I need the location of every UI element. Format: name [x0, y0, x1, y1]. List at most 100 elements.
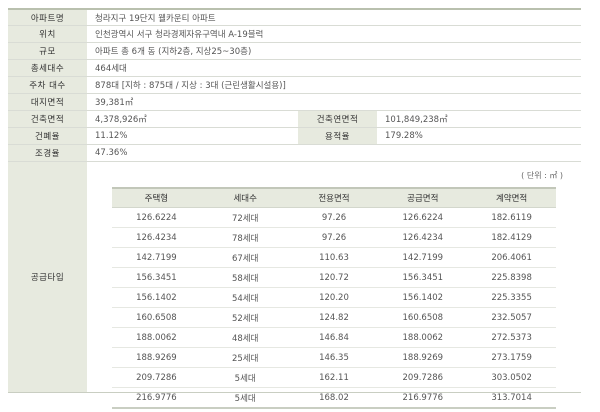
table-row: 216.9776 5세대 168.02 216.9776 313.7014: [112, 387, 556, 409]
cell-households: 25세대: [200, 347, 290, 368]
info-row-site-area: 대지면적 39,381㎡: [8, 93, 582, 111]
table-row: 156.3451 58세대 120.72 156.3451 225.8398: [112, 267, 556, 288]
cell-households: 52세대: [200, 307, 290, 328]
col-header-exclusive-area: 전용면적: [289, 187, 379, 208]
unit-note: ( 단위 : ㎡ ): [521, 171, 564, 180]
cell-exclusive-area: 110.63: [289, 247, 379, 268]
cell-supply-area: 126.4234: [378, 227, 468, 248]
cell-supply-area: 188.0062: [378, 327, 468, 348]
value-building-coverage: 11.12%: [87, 127, 298, 145]
cell-housing-type: 160.6508: [112, 307, 201, 328]
cell-housing-type: 126.4234: [112, 227, 201, 248]
col-header-households: 세대수: [200, 187, 290, 208]
cell-exclusive-area: 124.82: [289, 307, 379, 328]
cell-supply-area: 216.9776: [378, 387, 468, 409]
value-apartment-name: 청라지구 19단지 웰카운티 아파트: [87, 8, 582, 26]
value-building-area: 4,378,926㎡: [87, 110, 298, 128]
cell-housing-type: 142.7199: [112, 247, 201, 268]
cell-contract-area: 273.1759: [467, 347, 556, 368]
value-floor-area-ratio: 179.28%: [377, 127, 582, 145]
cell-housing-type: 126.6224: [112, 207, 201, 228]
cell-supply-area: 156.3451: [378, 267, 468, 288]
cell-exclusive-area: 168.02: [289, 387, 379, 409]
label-scale: 규모: [8, 42, 87, 60]
label-total-households: 총세대수: [8, 59, 87, 77]
cell-housing-type: 156.1402: [112, 287, 201, 308]
cell-supply-area: 160.6508: [378, 307, 468, 328]
cell-contract-area: 272.5373: [467, 327, 556, 348]
label-supply-type: 공급타입: [8, 161, 87, 393]
cell-households: 5세대: [200, 367, 290, 388]
cell-exclusive-area: 120.20: [289, 287, 379, 308]
table-row: 209.7286 5세대 162.11 209.7286 303.0502: [112, 367, 556, 388]
cell-housing-type: 209.7286: [112, 367, 201, 388]
cell-housing-type: 156.3451: [112, 267, 201, 288]
label-building-coverage: 건폐율: [8, 127, 87, 145]
table-row: 142.7199 67세대 110.63 142.7199 206.4061: [112, 247, 556, 268]
cell-contract-area: 313.7014: [467, 387, 556, 409]
cell-contract-area: 206.4061: [467, 247, 556, 268]
cell-contract-area: 182.4129: [467, 227, 556, 248]
cell-contract-area: 225.3355: [467, 287, 556, 308]
value-scale: 아파트 총 6개 동 (지하2층, 지상25~30층): [87, 42, 582, 60]
cell-exclusive-area: 162.11: [289, 367, 379, 388]
supply-type-container: ( 단위 : ㎡ ): [87, 162, 581, 392]
cell-households: 5세대: [200, 387, 290, 409]
col-header-housing-type: 주택형: [112, 187, 201, 208]
cell-exclusive-area: 97.26: [289, 227, 379, 248]
cell-households: 78세대: [200, 227, 290, 248]
cell-supply-area: 156.1402: [378, 287, 468, 308]
cell-housing-type: 188.0062: [112, 327, 201, 348]
label-apartment-name: 아파트명: [8, 8, 87, 26]
cell-contract-area: 232.5057: [467, 307, 556, 328]
cell-households: 54세대: [200, 287, 290, 308]
cell-contract-area: 303.0502: [467, 367, 556, 388]
cell-exclusive-area: 97.26: [289, 207, 379, 228]
info-row-scale: 규모 아파트 총 6개 동 (지하2층, 지상25~30층): [8, 42, 582, 60]
cell-contract-area: 182.6119: [467, 207, 556, 228]
info-row-location: 위치 인천광역시 서구 청라경제자유구역내 A-19블럭: [8, 25, 582, 43]
cell-supply-area: 188.9269: [378, 347, 468, 368]
supply-table-header: 주택형 세대수 전용면적 공급면적 계약면적: [112, 187, 556, 208]
cell-housing-type: 216.9776: [112, 387, 201, 409]
cell-supply-area: 209.7286: [378, 367, 468, 388]
value-site-area: 39,381㎡: [87, 93, 582, 111]
value-gross-floor-area: 101,849,238㎡: [377, 110, 582, 128]
info-row-parking: 주차 대수 878대 [지하 : 875대 / 지상 : 3대 (근린생활시설용…: [8, 76, 582, 94]
label-landscape-ratio: 조경율: [8, 144, 87, 162]
col-header-contract-area: 계약면적: [467, 187, 556, 208]
cell-households: 67세대: [200, 247, 290, 268]
label-location: 위치: [8, 25, 87, 43]
cell-households: 58세대: [200, 267, 290, 288]
label-building-area: 건축면적: [8, 110, 87, 128]
info-row-areas: 건축면적 4,378,926㎡ 건축연면적 101,849,238㎡: [8, 110, 582, 128]
label-floor-area-ratio: 용적율: [298, 127, 377, 145]
cell-households: 48세대: [200, 327, 290, 348]
info-row-ratios: 건폐율 11.12% 용적율 179.28%: [8, 127, 582, 145]
info-row-landscape: 조경율 47.36%: [8, 144, 582, 162]
cell-contract-area: 225.8398: [467, 267, 556, 288]
value-parking: 878대 [지하 : 875대 / 지상 : 3대 (근린생활시설용)]: [87, 76, 582, 94]
table-row: 160.6508 52세대 124.82 160.6508 232.5057: [112, 307, 556, 328]
table-row: 188.9269 25세대 146.35 188.9269 273.1759: [112, 347, 556, 368]
table-row: 126.4234 78세대 97.26 126.4234 182.4129: [112, 227, 556, 248]
cell-supply-area: 142.7199: [378, 247, 468, 268]
info-row-apartment-name: 아파트명 청라지구 19단지 웰카운티 아파트: [8, 8, 582, 26]
table-row: 126.6224 72세대 97.26 126.6224 182.6119: [112, 207, 556, 228]
cell-supply-area: 126.6224: [378, 207, 468, 228]
label-gross-floor-area: 건축연면적: [298, 110, 377, 128]
value-landscape-ratio: 47.36%: [87, 144, 582, 162]
cell-exclusive-area: 146.84: [289, 327, 379, 348]
value-location: 인천광역시 서구 청라경제자유구역내 A-19블럭: [87, 25, 582, 43]
supply-table: 주택형 세대수 전용면적 공급면적 계약면적 126.6224 72세대 97.…: [112, 187, 556, 409]
cell-exclusive-area: 120.72: [289, 267, 379, 288]
label-parking: 주차 대수: [8, 76, 87, 94]
value-total-households: 464세대: [87, 59, 582, 77]
label-site-area: 대지면적: [8, 93, 87, 111]
cell-housing-type: 188.9269: [112, 347, 201, 368]
info-row-total-households: 총세대수 464세대: [8, 59, 582, 77]
cell-exclusive-area: 146.35: [289, 347, 379, 368]
cell-households: 72세대: [200, 207, 290, 228]
table-row: 188.0062 48세대 146.84 188.0062 272.5373: [112, 327, 556, 348]
